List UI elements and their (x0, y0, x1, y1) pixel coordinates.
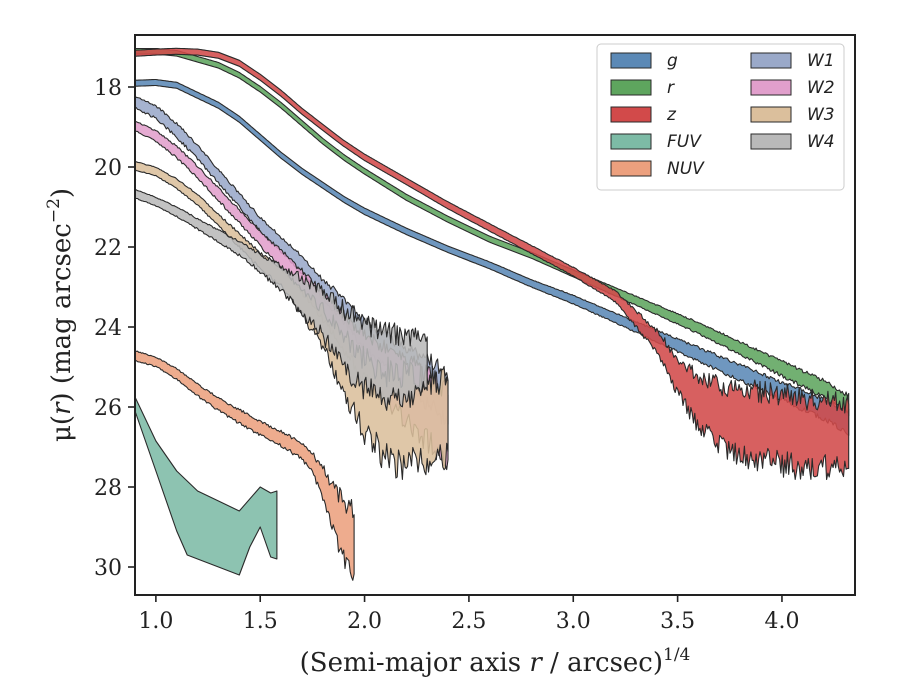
legend-swatch-w4 (750, 133, 792, 150)
legend-swatch-nuv (610, 160, 652, 177)
legend-swatch-fuv (610, 133, 652, 150)
y-tick-label-22: 22 (94, 236, 122, 261)
x-axis-title: (Semi-major axis r / arcsec)1/4 (300, 645, 691, 678)
legend-label-w4: W4 (807, 132, 835, 152)
legend-swatch-z (610, 106, 652, 123)
y-tick-label-26: 26 (94, 396, 122, 421)
series-band-w4 (135, 188, 428, 411)
legend-label-w1: W1 (807, 51, 835, 71)
legend-swatch-w3 (750, 106, 792, 123)
legend-label-w2: W2 (807, 78, 835, 98)
y-axis-title-unit: ) (mag arcsec (47, 223, 77, 402)
legend-swatch-r (610, 79, 652, 96)
ticks-layer: 1.0 1.5 2.0 2.5 3.0 3.5 4.0 18 20 22 24 26 28 30 (94, 76, 799, 634)
series-band-fuv (135, 396, 278, 576)
x-tick-label-1.0: 1.0 (138, 609, 173, 634)
series-layer (135, 47, 850, 581)
y-tick-label-24: 24 (94, 316, 122, 341)
x-tick-label-3.5: 3.5 (660, 609, 695, 634)
y-axis-title-close: ) (47, 188, 77, 198)
y-axis-title-symbol: μ( (47, 415, 77, 442)
y-tick-label-30: 30 (94, 556, 122, 581)
y-axis-title-variable: r (47, 401, 77, 415)
x-tick-label-2.0: 2.0 (347, 609, 382, 634)
legend-label-r: r (667, 78, 675, 98)
x-axis-title-main: (Semi-major axis (300, 648, 530, 678)
x-tick-label-4.0: 4.0 (764, 609, 799, 634)
y-tick-label-28: 28 (94, 476, 122, 501)
x-axis-title-tail: / arcsec) (542, 648, 663, 678)
y-axis-title: μ(r) (mag arcsec−2) (44, 188, 77, 442)
series-band-w3 (135, 160, 449, 480)
legend: grz FUV NUV W1 W2 W3 W4 (596, 43, 845, 191)
legend-label-fuv: FUV (667, 132, 702, 152)
plot-frame (134, 34, 856, 596)
legend-label-w3: W3 (807, 105, 835, 125)
legend-label-nuv: NUV (667, 159, 705, 179)
y-axis-title-exponent: −2 (44, 198, 64, 223)
y-tick-label-18: 18 (94, 76, 122, 101)
legend-label-z: z (666, 105, 677, 125)
legend-swatch-g (610, 52, 652, 69)
series-band-z (135, 47, 850, 481)
x-tick-label-1.5: 1.5 (243, 609, 278, 634)
legend-swatch-w1 (750, 52, 792, 69)
series-band-nuv (135, 350, 355, 581)
legend-swatch-w2 (750, 79, 792, 96)
legend-label-g: g (667, 51, 678, 71)
x-tick-label-3.0: 3.0 (556, 609, 591, 634)
x-tick-label-2.5: 2.5 (451, 609, 486, 634)
x-axis-title-variable: r (529, 648, 543, 678)
y-tick-label-20: 20 (94, 156, 122, 181)
x-axis-title-exponent: 1/4 (663, 645, 690, 665)
